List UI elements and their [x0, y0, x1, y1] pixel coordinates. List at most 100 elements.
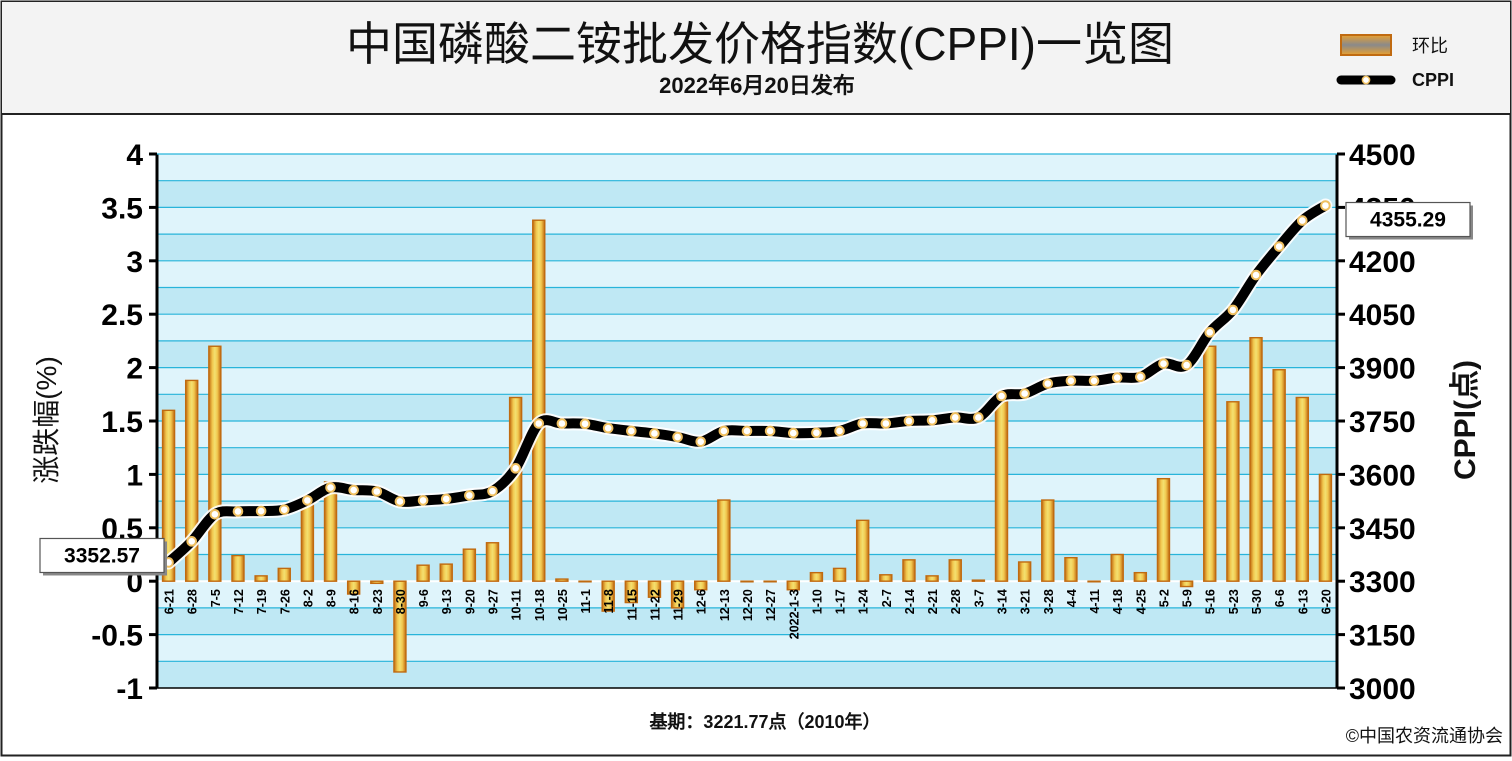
cppi-point-6-20	[1320, 200, 1331, 211]
cppi-point-11-8	[602, 422, 614, 434]
legend: 环比 CPPI	[1336, 34, 1454, 90]
x-tick-label: 7-19	[255, 589, 269, 614]
cppi-point-11-29	[672, 431, 683, 443]
cppi-point-5-23	[1227, 304, 1239, 316]
bar-7-26	[277, 567, 291, 582]
cppi-point-12-13	[718, 425, 730, 437]
x-tick-label: 2-7	[880, 589, 894, 607]
bar-3-28	[1041, 499, 1055, 582]
y-left-tick-label: 3.5	[101, 192, 143, 225]
x-tick-label: 10-25	[556, 589, 570, 621]
y-right-axis: 3000315033003450360037503900405042004350…	[1337, 139, 1416, 706]
x-tick-label: 5-16	[1204, 589, 1218, 614]
bar-2-28	[948, 559, 962, 582]
bar-1-24	[855, 519, 870, 582]
x-tick-label: 5-23	[1227, 589, 1241, 614]
plot-band	[157, 527, 1337, 555]
bar-1-10	[809, 571, 824, 582]
x-tick-label: 9-20	[463, 589, 477, 614]
y-left-tick-label: 4	[126, 139, 143, 172]
cppi-point-7-5	[209, 508, 221, 520]
plot-band	[157, 340, 1337, 368]
bar-3-7	[971, 579, 986, 582]
cppi-point-4-4	[1065, 375, 1077, 387]
cppi-point-12-20	[741, 425, 753, 437]
x-tick-label: 1-24	[857, 589, 871, 614]
x-tick-label: 8-30	[394, 589, 408, 614]
x-tick-label: 2-14	[903, 589, 917, 614]
y-left-tick-label: -0.5	[91, 620, 143, 653]
cppi-point-2-21	[926, 414, 938, 426]
x-tick-label: 1-10	[810, 589, 824, 614]
cppi-point-6-28	[186, 536, 198, 547]
copyright-note: ©中国农资流通协会	[1346, 726, 1503, 746]
cppi-point-2-7	[880, 418, 892, 429]
cppi-point-3-28	[1042, 378, 1054, 389]
bar-8-16	[346, 580, 361, 595]
bar-1-17	[832, 567, 847, 582]
cppi-point-3-7	[973, 412, 984, 423]
cppi-point-8-30	[394, 496, 406, 507]
cppi-point-8-9	[325, 482, 336, 493]
y-left-tick-label: 1.5	[101, 406, 143, 439]
bar-8-2	[300, 500, 315, 582]
bar-9-20	[462, 548, 477, 582]
y-left-tick-label: 2	[126, 353, 143, 386]
bar-3-14	[994, 401, 1009, 582]
x-tick-label: 11-15	[625, 589, 639, 620]
bar-9-13	[439, 563, 453, 582]
bar-5-23	[1226, 401, 1240, 582]
x-tick-label: 2022-1-3	[787, 589, 801, 639]
cppi-point-4-18	[1111, 372, 1123, 383]
x-tick-label: 5-2	[1157, 589, 1171, 607]
y-right-tick-label: 3600	[1349, 459, 1416, 492]
bar-4-18	[1110, 553, 1124, 582]
cppi-point-5-2	[1158, 358, 1169, 369]
x-tick-label: 9-13	[440, 589, 454, 614]
bar-6-13	[1295, 396, 1310, 582]
x-tick-label: 11-22	[648, 589, 662, 620]
cppi-point-8-23	[371, 486, 383, 497]
cppi-point-6-6	[1273, 241, 1285, 252]
x-tick-label: 9-6	[417, 589, 431, 607]
x-tick-label: 8-2	[301, 589, 315, 607]
bar-7-5	[208, 345, 222, 582]
cppi-point-7-26	[278, 504, 290, 515]
bar-10-11	[508, 396, 523, 582]
x-tick-label: 9-27	[486, 589, 500, 614]
line-series	[161, 198, 1333, 570]
y-right-tick-label: 3900	[1349, 353, 1416, 386]
y-right-tick-label: 3450	[1349, 513, 1416, 546]
plot-band	[157, 154, 1337, 181]
bar-12-20	[740, 580, 754, 583]
cppi-point-2-28	[949, 412, 961, 423]
plot-band	[157, 260, 1337, 288]
bar-8-30	[393, 580, 407, 673]
x-tick-label: 6-20	[1319, 589, 1333, 614]
base-period-note: 基期：3221.77点（2010年）	[648, 711, 880, 732]
x-tick-label: 8-23	[371, 589, 385, 614]
cppi-point-10-18	[533, 418, 545, 429]
x-tick-label: 4-18	[1111, 589, 1125, 614]
cppi-point-9-13	[440, 493, 452, 505]
x-tick-label: 2-28	[949, 589, 963, 614]
callout-box	[1345, 201, 1471, 238]
plot-band	[157, 207, 1337, 235]
x-tick-label: 11-1	[579, 589, 593, 613]
legend-bar-label: 环比	[1412, 36, 1448, 56]
bar-10-18	[532, 219, 546, 582]
plot-band	[157, 661, 1337, 688]
plot-band	[157, 394, 1337, 421]
y-left-tick-label: 2.5	[101, 299, 143, 332]
bar-4-11	[1087, 580, 1101, 583]
bar-5-2	[1156, 477, 1171, 582]
x-tick-label: 3-21	[1019, 589, 1033, 614]
cppi-point-3-14	[996, 390, 1007, 402]
bar-2-7	[879, 574, 893, 582]
x-tick-label: 4-25	[1134, 589, 1148, 614]
cppi-point-1-24	[857, 418, 868, 429]
legend-bar-swatch	[1340, 34, 1392, 56]
x-tick-label: 7-5	[209, 589, 223, 607]
callout-value: 4355.29	[1370, 209, 1446, 232]
